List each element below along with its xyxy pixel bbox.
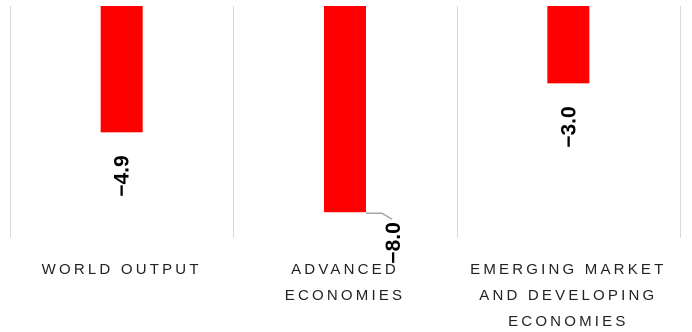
- data-label-0: −4.9: [111, 155, 134, 196]
- category-label-1: ECONOMIES: [285, 287, 405, 304]
- category-label-2: EMERGING MARKET: [470, 261, 666, 278]
- leader-line-1: [366, 212, 393, 220]
- category-label-2: ECONOMIES: [508, 313, 628, 330]
- data-label-2: −3.0: [557, 106, 580, 147]
- category-label-1: ADVANCED: [291, 261, 399, 278]
- bar-2: [547, 6, 590, 84]
- bar-1: [324, 6, 366, 213]
- data-label-1: −8.0: [382, 222, 405, 263]
- category-label-2: AND DEVELOPING: [479, 287, 657, 304]
- bar-0: [100, 6, 143, 133]
- category-label-0: WORLD OUTPUT: [42, 261, 202, 278]
